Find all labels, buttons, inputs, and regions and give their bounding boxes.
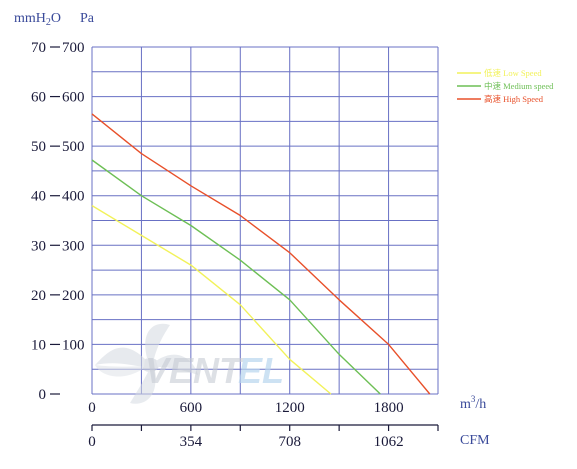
series-line [91,205,332,395]
y-tick-mmh2o: 10 [31,337,46,353]
x-tick-m3h: 600 [180,400,203,416]
watermark-vent-text: VENT [145,350,244,391]
y-tick-mmh2o: 50 [31,139,46,155]
y-tick-mmh2o: 20 [31,288,46,304]
x-tick-m3h: 1800 [374,400,404,416]
legend: 低速 Low Speed 中速 Medium speed 高速 High Speed [457,68,554,104]
axes: 0 10 100 20 200 30 300 40 400 50 500 60 600 70 700 0 600… [31,40,439,450]
y-tick-pa: 500 [62,139,85,155]
y-tick-pa: 300 [62,238,85,254]
y-tick-mmh2o: 70 [31,40,46,56]
y-tick-mmh2o: 60 [31,90,46,106]
y-tick-pa: 200 [62,288,85,304]
x-tick-cfm: 0 [88,434,96,450]
y-tick-pa: 600 [62,90,85,106]
y-unit-mmh2o: mmH2O [14,11,61,28]
x-tick-cfm: 1062 [374,434,404,450]
y-tick-mmh2o: 40 [31,189,46,205]
x-tick-m3h: 0 [88,400,96,416]
x-unit-cfm: CFM [460,433,490,448]
y-tick-pa: 400 [62,189,85,205]
legend-label: 高速 High Speed [484,94,544,104]
x-tick-cfm: 354 [180,434,203,450]
y-tick-pa: 100 [62,337,85,353]
x-tick-m3h: 1200 [275,400,305,416]
ventel-watermark-logo: VENT EL [95,323,284,404]
y-tick-mmh2o: 30 [31,238,46,254]
y-unit-pa: Pa [80,11,95,26]
x-tick-cfm: 708 [278,434,301,450]
legend-label: 低速 Low Speed [484,68,542,78]
watermark-el-text: EL [238,350,284,391]
series-lines [91,113,431,395]
y-tick-pa: 700 [62,40,85,56]
legend-label: 中速 Medium speed [484,81,554,91]
series-line [91,113,431,395]
y-tick-mmh2o: 0 [39,387,47,403]
series-line [91,159,381,395]
x-unit-m3h: m3/h [460,394,486,412]
